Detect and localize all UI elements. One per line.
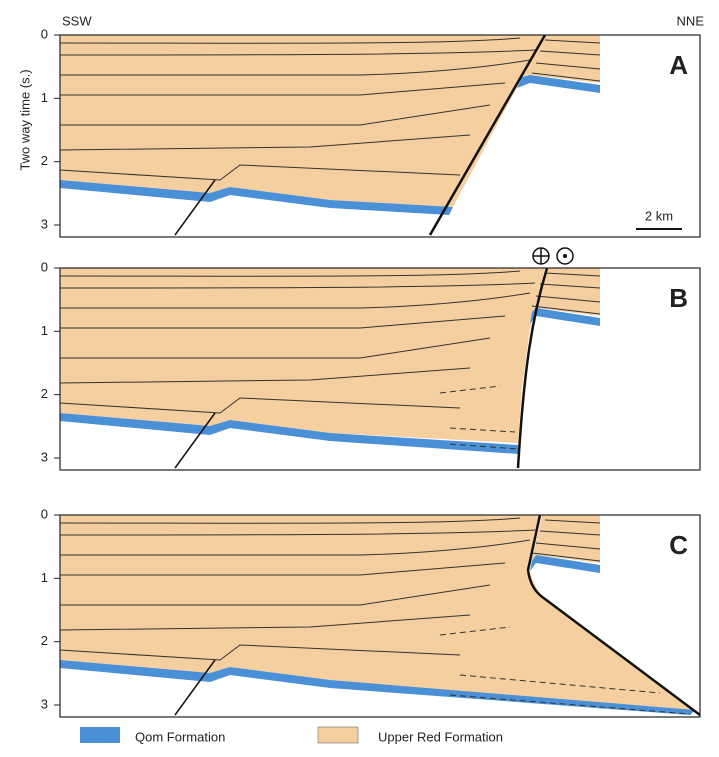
horizon	[59, 517, 521, 524]
panel-label: C	[669, 530, 688, 560]
inferred-horizon	[439, 626, 691, 715]
horizon	[59, 37, 521, 44]
horizon	[544, 272, 601, 277]
qom-formation	[60, 413, 518, 454]
horizon	[59, 282, 536, 289]
y-axis-label: Two way time (s.)	[17, 69, 32, 170]
scale-bar: 2 km	[636, 208, 682, 230]
qom-formation	[60, 660, 695, 715]
qom-formation	[530, 308, 600, 326]
horizon	[59, 397, 461, 414]
legend-swatch	[317, 726, 359, 744]
horizon	[544, 39, 601, 44]
horizon	[531, 72, 601, 82]
panel-label: A	[669, 50, 688, 80]
minor-fault	[174, 179, 216, 236]
y-tick-label: 2	[41, 153, 48, 168]
horizon	[60, 584, 491, 606]
horizon	[539, 283, 601, 289]
y-tick-label: 1	[41, 570, 48, 585]
horizon	[60, 337, 491, 359]
horizon	[60, 539, 531, 556]
legend-label: Upper Red Formation	[378, 729, 503, 744]
horizon	[59, 49, 536, 56]
y-tick-label: 1	[41, 90, 48, 105]
horizon	[59, 134, 471, 151]
legend: Qom Formation Upper Red Formation	[80, 726, 503, 744]
y-tick-label: 2	[41, 386, 48, 401]
scale-bar-label: 2 km	[645, 208, 673, 223]
upper-red-formation	[531, 268, 600, 316]
horizon	[531, 305, 601, 315]
horizon	[60, 562, 506, 576]
cross-section-panel: C 0 1 2 3	[41, 506, 701, 718]
panel-label: B	[669, 283, 688, 313]
panel-frame	[59, 267, 701, 471]
horizon	[539, 530, 601, 536]
y-tick-label: 3	[41, 216, 48, 231]
horizon	[59, 644, 461, 661]
minor-fault	[174, 659, 216, 716]
panel-frame	[59, 514, 701, 718]
y-tick-label: 0	[41, 506, 48, 521]
y-tick-label: 0	[41, 26, 48, 41]
direction-right: NNE	[677, 13, 705, 28]
main-fault	[526, 514, 701, 717]
y-tick-label: 0	[41, 259, 48, 274]
qom-formation	[60, 180, 453, 215]
qom-formation	[517, 75, 600, 93]
horizon	[535, 295, 601, 303]
minor-fault	[174, 412, 216, 469]
horizon	[59, 529, 536, 536]
upper-red-formation	[530, 515, 600, 567]
upper-red-formation	[60, 268, 545, 443]
y-tick-label: 1	[41, 323, 48, 338]
horizon	[535, 542, 601, 550]
main-fault	[428, 34, 547, 236]
horizon	[59, 270, 521, 277]
upper-red-formation	[520, 35, 600, 83]
horizon	[539, 50, 601, 56]
horizon	[535, 62, 601, 70]
upper-red-formation	[60, 35, 545, 207]
horizon	[60, 315, 506, 329]
horizon	[59, 164, 461, 181]
legend-label: Qom Formation	[135, 729, 225, 744]
horizon	[59, 614, 471, 631]
horizon	[531, 552, 601, 562]
horizon	[59, 367, 471, 384]
horizon	[60, 82, 506, 96]
y-tick-label: 3	[41, 696, 48, 711]
horizon	[60, 59, 531, 76]
cross-section-panel: B 0 1 2 3	[41, 259, 701, 471]
y-tick-label: 3	[41, 449, 48, 464]
legend-swatch	[80, 727, 120, 743]
upper-red-formation	[60, 515, 695, 712]
qom-formation	[530, 555, 600, 573]
main-fault	[516, 267, 549, 469]
strike-slip-symbols	[532, 247, 574, 265]
horizon	[60, 104, 491, 126]
y-tick-label: 2	[41, 633, 48, 648]
panel-frame	[59, 34, 701, 238]
horizon	[544, 519, 601, 524]
cross-section-panel: A 0 1 2 3	[41, 26, 701, 238]
inferred-horizon	[439, 385, 519, 450]
direction-left: SSW	[62, 13, 92, 28]
horizon	[60, 292, 531, 309]
